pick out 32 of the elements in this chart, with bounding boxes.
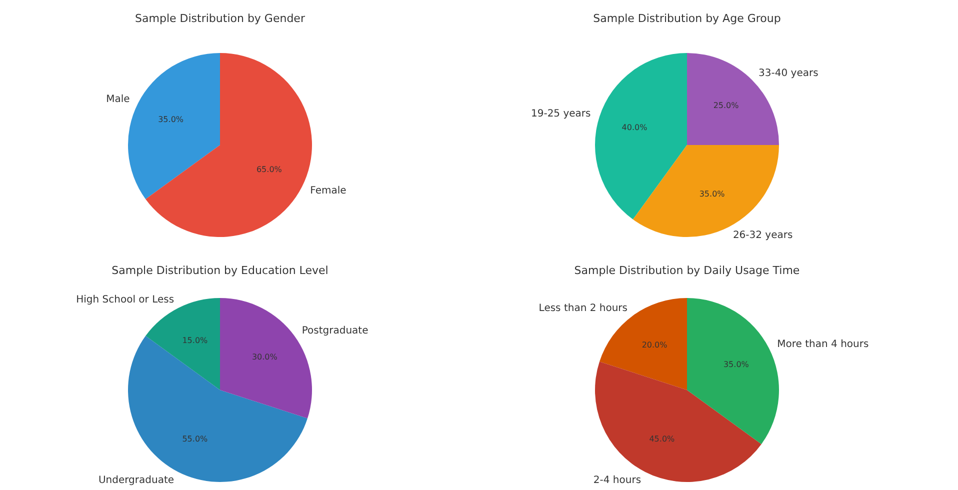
pie-slice [595, 53, 687, 220]
data-label: 35.0% [723, 360, 750, 370]
data-label: 65.0% [256, 165, 282, 174]
chart-title: Sample Distribution by Age Group [593, 12, 781, 25]
data-label: 20.0% [642, 340, 668, 350]
slice-label: Less than 2 hours [538, 302, 628, 314]
data-label: 35.0% [699, 189, 726, 198]
data-label: 25.0% [713, 101, 740, 110]
pie-slice [146, 53, 312, 237]
data-label: 40.0% [622, 123, 648, 132]
chart-title: Sample Distribution by Education Level [112, 264, 328, 277]
slice-label: Male [106, 94, 130, 105]
slice-label: Undergraduate [98, 474, 174, 486]
chart-title: Sample Distribution by Daily Usage Time [574, 264, 800, 277]
pie-slice [128, 53, 220, 200]
data-label: 45.0% [649, 434, 676, 444]
data-label: 35.0% [158, 115, 184, 124]
slice-label: 33-40 years [758, 68, 818, 80]
slice-label: More than 4 hours [777, 338, 869, 350]
data-label: 30.0% [252, 352, 278, 362]
slice-label: 19-25 years [530, 108, 591, 120]
data-label: 55.0% [182, 434, 208, 444]
slice-label: 26-32 years [732, 230, 793, 241]
chart-title: Sample Distribution by Gender [135, 12, 306, 25]
slice-label: 2-4 hours [593, 474, 642, 486]
slice-label: Female [310, 186, 346, 197]
slice-label: High School or Less [76, 294, 174, 306]
slice-label: Postgraduate [302, 325, 368, 336]
pie-slice [687, 298, 779, 444]
pie-slice [595, 362, 762, 482]
data-label: 15.0% [182, 336, 208, 346]
pie-slice [600, 298, 687, 390]
